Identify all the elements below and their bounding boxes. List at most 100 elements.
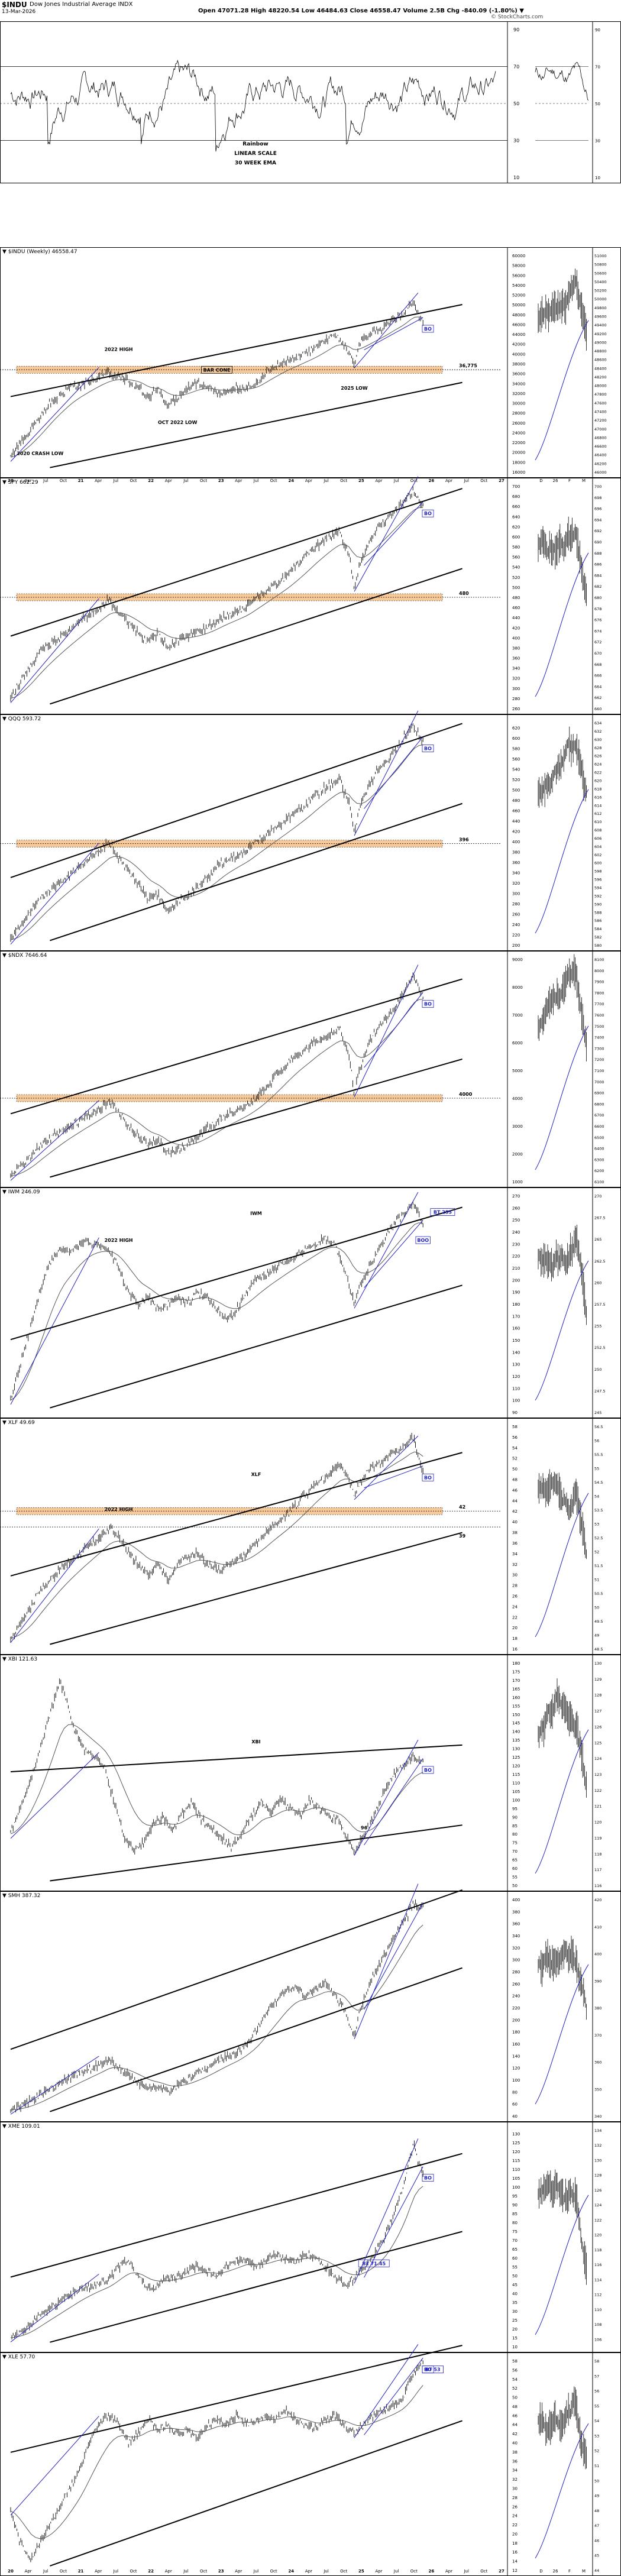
side-y-tick-label: 262.5 (594, 1259, 606, 1264)
annotation-box (358, 2259, 390, 2267)
level-label: 396 (459, 837, 469, 843)
y-tick-label: 260 (512, 707, 520, 711)
blue-trendline (10, 1752, 99, 1839)
y-tick-label: 36 (512, 1541, 518, 1546)
y-tick-label: 26 (512, 1594, 518, 1598)
header-name: Dow Jones Industrial Average INDX (30, 1, 133, 8)
y-tick-label: 56000 (512, 273, 525, 278)
panel-label: ▼ XME 109.01 (2, 2124, 40, 2130)
y-tick-label: 1000 (512, 1180, 523, 1185)
x-tick-label: Oct (200, 478, 207, 483)
side-y-tick-label: 265 (594, 1237, 601, 1242)
x-tick-label: Oct (410, 478, 418, 483)
y-tick-label: 130 (512, 1363, 520, 1367)
ema-line (10, 745, 423, 940)
y-tick-label: 50 (512, 2274, 518, 2279)
side-y-tick-label: 696 (594, 507, 601, 512)
side-y-tick-label: 600 (594, 861, 601, 866)
side-y-tick-label: 7000 (594, 1080, 604, 1085)
y-tick-label: 34 (512, 2468, 518, 2473)
side-y-tick-label: 49200 (594, 332, 607, 336)
side-y-tick-label: 90 (595, 28, 600, 33)
side-y-tick-label: 132 (594, 2143, 601, 2148)
lower-trendline (50, 1824, 462, 1882)
y-tick-label: 25 (512, 2318, 518, 2323)
side-y-tick-label: 130 (594, 2158, 601, 2163)
side-y-tick-label: 122 (594, 1788, 601, 1793)
side-y-tick-label: 245 (594, 1410, 601, 1415)
annotation: BO (424, 1002, 432, 1007)
y-tick-label: 40000 (512, 352, 525, 357)
y-tick-label: 16000 (512, 470, 525, 475)
side-y-tick-label: 7300 (594, 1046, 604, 1051)
x-tick-label: Jul (43, 478, 48, 483)
header-ohlc: Open 47071.28 High 48220.54 Low 46484.63… (198, 8, 524, 14)
y-tick-label: 400 (512, 840, 520, 844)
y-tick-label: 540 (512, 768, 520, 772)
y-tick-label: 28 (512, 1584, 518, 1588)
side-y-tick-label: 125 (594, 1740, 601, 1745)
annotation-box (422, 1000, 434, 1008)
y-tick-label: 160 (512, 1326, 520, 1331)
y-tick-label: 4000 (512, 1096, 523, 1101)
side-y-tick-label: 6700 (594, 1113, 604, 1118)
side-ma-line (535, 552, 589, 697)
side-y-tick-label: 350 (594, 2087, 601, 2092)
annotation: BO (424, 2176, 432, 2181)
side-y-tick-label: 50600 (594, 271, 607, 276)
y-tick-label: 54000 (512, 283, 525, 288)
y-tick-label: 200 (512, 1278, 520, 1283)
x-tick-label: Oct (340, 478, 347, 483)
blue-trendline (354, 1192, 419, 1309)
y-tick-label: 20 (512, 2532, 518, 2536)
side-y-tick-label: 49 (594, 2494, 599, 2499)
y-tick-label: 44 (512, 2423, 518, 2428)
side-y-tick-label: 54 (594, 2419, 599, 2423)
y-tick-label: 95 (512, 2194, 518, 2199)
annotation-box (422, 325, 434, 333)
side-y-tick-label: 118 (594, 2248, 601, 2253)
side-y-tick-label: 668 (594, 662, 601, 667)
y-tick-label: 175 (512, 1669, 520, 1674)
panel-label: ▼ $INDU (Weekly) 46558.47 (2, 249, 77, 255)
side-y-tick-label: 6800 (594, 1102, 604, 1106)
y-tick-label: 44 (512, 1499, 518, 1503)
x-tick-label: 22 (148, 2569, 154, 2574)
y-tick-label: 165 (512, 1687, 520, 1691)
side-y-tick-label: 626 (594, 754, 601, 759)
x-tick-label: 27 (499, 478, 504, 483)
y-tick-label: 170 (512, 1314, 520, 1319)
level-label: 4000 (459, 1092, 473, 1097)
side-y-tick-label: 48600 (594, 358, 607, 363)
y-tick-label: 50000 (512, 303, 525, 308)
side-y-tick-label: 6300 (594, 1157, 604, 1162)
side-x-tick-label: M (582, 478, 586, 483)
y-tick-label: 7000 (512, 1013, 523, 1018)
y-tick-label: 360 (512, 1922, 520, 1927)
header-watermark: © StockCharts.com (491, 14, 544, 20)
y-tick-label: 600 (512, 535, 520, 539)
side-y-tick-label: 390 (594, 1979, 601, 1983)
y-tick-label: 30 (512, 2486, 518, 2491)
side-ma-line (535, 320, 589, 461)
x-tick-label: Oct (340, 2569, 347, 2574)
x-tick-label: Apr (95, 478, 102, 483)
side-y-tick-label: 628 (594, 746, 601, 750)
x-tick-label: Jul (43, 2569, 48, 2574)
y-tick-label: 120 (512, 1764, 520, 1769)
side-y-tick-label: 56.5 (594, 1425, 603, 1429)
annotation: 2025 LOW (341, 386, 368, 391)
side-y-tick-label: 54.5 (594, 1480, 603, 1485)
lower-trendline (50, 1284, 462, 1409)
lower-trendline (50, 568, 462, 705)
y-tick-label: 230 (512, 1242, 520, 1247)
y-tick-label: 36000 (512, 372, 525, 377)
side-y-tick-label: 692 (594, 529, 601, 533)
y-tick-label: 125 (512, 2141, 520, 2145)
annotation: BAR CONE (203, 367, 231, 373)
ema-line (10, 2385, 423, 2539)
y-tick-label: 50 (512, 2396, 518, 2400)
y-tick-label: 26000 (512, 421, 525, 426)
side-y-tick-label: 6900 (594, 1091, 604, 1096)
side-x-tick-label: D (539, 2569, 542, 2574)
